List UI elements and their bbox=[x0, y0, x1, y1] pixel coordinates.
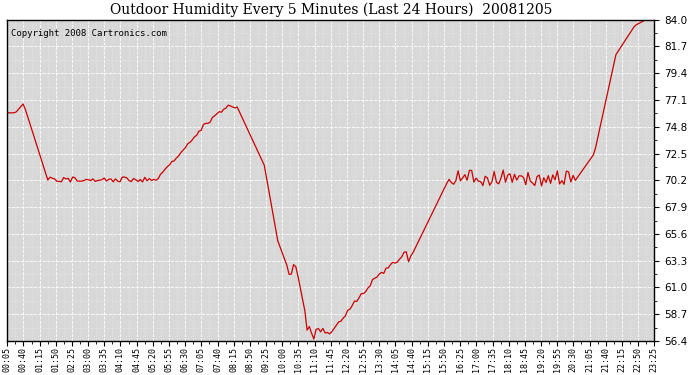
Text: Copyright 2008 Cartronics.com: Copyright 2008 Cartronics.com bbox=[10, 29, 166, 38]
Title: Outdoor Humidity Every 5 Minutes (Last 24 Hours)  20081205: Outdoor Humidity Every 5 Minutes (Last 2… bbox=[110, 3, 552, 17]
